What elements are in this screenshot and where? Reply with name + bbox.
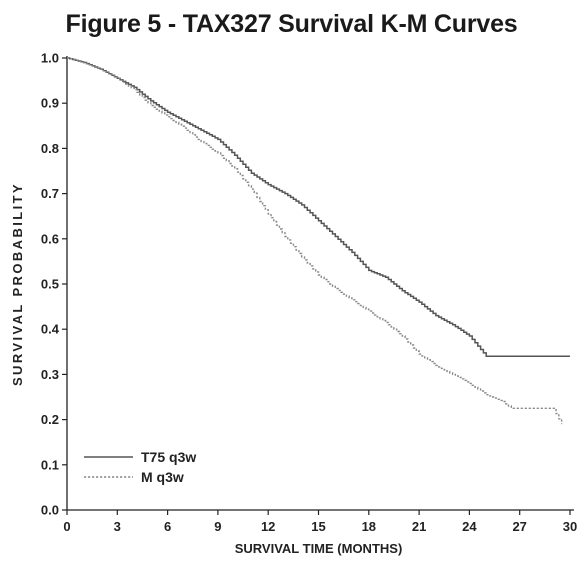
y-tick-label: 0.8 [41, 141, 59, 156]
y-tick-label: 1.0 [41, 51, 59, 66]
y-tick-label: 0.5 [41, 277, 59, 292]
legend: T75 q3w M q3w [84, 449, 196, 485]
x-tick-label: 27 [512, 519, 526, 534]
x-tick-label: 15 [311, 519, 325, 534]
x-tick-label: 3 [114, 519, 121, 534]
x-tick-label: 24 [462, 519, 477, 534]
y-tick-label: 0.4 [41, 322, 60, 337]
legend-label-t75: T75 q3w [141, 449, 196, 465]
x-tick-label: 21 [412, 519, 426, 534]
x-tick-label: 0 [63, 519, 70, 534]
x-tick-label: 18 [362, 519, 376, 534]
y-tick-label: 0.7 [41, 186, 59, 201]
y-tick-label: 0.0 [41, 503, 59, 518]
y-axis-label: SURVIVAL PROBABILITY [10, 182, 25, 386]
plot-area: 0.0 0.1 0.2 0.3 0.4 0.5 0.6 0.7 0.8 0.9 1.0 0 3 6 9 12 1… [10, 51, 577, 557]
y-tick-label: 0.1 [41, 457, 59, 472]
x-tick-label: 12 [261, 519, 275, 534]
y-tick-label: 0.9 [41, 96, 59, 111]
x-tick-label: 30 [563, 519, 577, 534]
legend-label-m: M q3w [141, 469, 184, 485]
y-tick-label: 0.3 [41, 367, 59, 382]
series-line-t75 [67, 57, 570, 358]
chart-title: Figure 5 - TAX327 Survival K-M Curves [65, 10, 518, 38]
y-tick-label: 0.6 [41, 231, 59, 246]
x-tick-label: 6 [164, 519, 171, 534]
x-axis-label: SURVIVAL TIME (MONTHS) [235, 541, 403, 556]
x-tick-label: 9 [214, 519, 221, 534]
series-line-m [67, 57, 563, 425]
y-tick-label: 0.2 [41, 412, 59, 427]
